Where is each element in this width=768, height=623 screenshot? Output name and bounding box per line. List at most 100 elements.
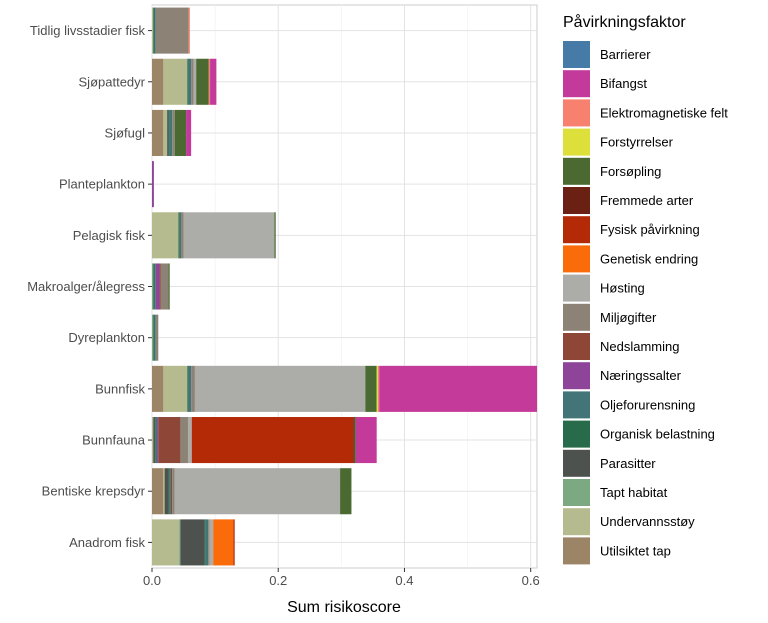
legend-key (563, 99, 590, 127)
bar-segment (187, 365, 189, 412)
x-tick-label: 0.0 (143, 573, 161, 588)
y-tick-label: Sjøfugl (105, 125, 146, 140)
y-tick-label: Planteplankton (59, 177, 145, 192)
bar-segment (168, 468, 170, 515)
y-tick-label: Tidlig livsstadier fisk (30, 23, 146, 38)
legend-key (563, 274, 590, 302)
legend-key (563, 537, 590, 565)
bars-group (152, 7, 537, 566)
legend-label: Næringssalter (600, 368, 682, 383)
bar-segment (155, 263, 160, 310)
bar-segment (183, 212, 275, 259)
legend-key (563, 333, 590, 360)
bar-segment (169, 468, 171, 515)
legend-key (563, 70, 590, 98)
legend-key (563, 303, 590, 331)
bar-segment (193, 58, 197, 105)
bar-segment (191, 417, 354, 464)
bar-segment (188, 365, 192, 412)
bar-segment (154, 7, 156, 54)
legend-label: Utilsiktet tap (600, 543, 671, 558)
legend-label: Forstyrrelser (600, 135, 674, 150)
legend-key (563, 449, 590, 477)
bar-segment (353, 417, 355, 464)
bar-segment (155, 314, 159, 361)
bar-segment (153, 263, 155, 310)
bar-segment (163, 468, 165, 515)
bar-segment (181, 212, 184, 259)
bar-segment (340, 468, 352, 515)
bar-segment (164, 468, 169, 515)
legend-key (563, 41, 590, 68)
y-tick-label: Makroalger/ålegress (27, 279, 145, 294)
bar-segment (379, 365, 537, 412)
y-tick-label: Pelagisk fisk (73, 228, 146, 243)
bar-segment (170, 468, 173, 515)
legend-label: Genetisk endring (600, 251, 698, 266)
bar-segment (168, 263, 170, 310)
bar-segment (187, 417, 192, 464)
bar-segment (155, 7, 189, 54)
bar-segment (155, 417, 158, 464)
bar-segment (154, 314, 156, 361)
bar-segment (152, 417, 154, 464)
legend-title: Påvirkningsfaktor (563, 13, 686, 31)
legend-label: Miljøgifter (600, 310, 657, 325)
bar-segment (191, 365, 195, 412)
legend-key (563, 216, 590, 244)
bar-segment (204, 519, 206, 566)
bar-segment (233, 519, 235, 566)
bar-segment (179, 212, 182, 259)
bar-segment (187, 58, 189, 105)
bar-segment (208, 519, 210, 566)
bar-segment (213, 519, 234, 566)
legend-label: Oljeforurensning (600, 397, 695, 412)
legend-label: Høsting (600, 281, 645, 296)
legend-label: Fremmede arter (600, 193, 694, 208)
y-tick-label: Dyreplankton (68, 330, 145, 345)
bar-segment (152, 58, 164, 105)
legend-key (563, 420, 590, 448)
bar-segment (179, 519, 181, 566)
bar-segment (152, 519, 180, 566)
bar-segment (188, 58, 192, 105)
legend-label: Forsøpling (600, 164, 661, 179)
y-tick-labels: Tidlig livsstadier fisk Sjøpattedyr Sjøfug… (27, 23, 152, 550)
bar-segment (154, 263, 156, 310)
bar-segment (152, 365, 164, 412)
legend: Barrierer Bifangst Elektromagnetiske felt F… (563, 41, 728, 565)
bar-segment (191, 58, 194, 105)
bar-segment (153, 417, 155, 464)
bar-segment (188, 7, 190, 54)
y-tick-label: Bentiske krepsdyr (42, 484, 146, 499)
bar-segment (152, 109, 164, 156)
bar-segment (169, 109, 173, 156)
bar-segment (160, 263, 169, 310)
legend-label: Elektromagnetiske felt (600, 105, 728, 120)
bar-segment (158, 417, 181, 464)
bar-segment (153, 7, 155, 54)
bar-segment (205, 519, 209, 566)
legend-key (563, 157, 590, 185)
legend-label: Bifangst (600, 76, 647, 91)
bar-segment (174, 468, 341, 515)
x-tick-label: 0.6 (522, 573, 540, 588)
bar-segment (180, 417, 188, 464)
bar-segment (153, 314, 155, 361)
x-tick-label: 0.2 (269, 573, 287, 588)
bar-segment (163, 109, 168, 156)
bar-segment (163, 58, 188, 105)
bar-segment (196, 58, 209, 105)
legend-label: Fysisk påvirkning (600, 222, 700, 237)
legend-key (563, 187, 590, 214)
bar-segment (365, 365, 377, 412)
bar-segment (167, 109, 169, 156)
x-tick-labels: 0.0 0.2 0.4 0.6 (143, 568, 540, 588)
bar-segment (186, 109, 192, 156)
legend-label: Barrierer (600, 47, 651, 62)
bar-segment (208, 58, 211, 105)
x-tick-label: 0.4 (395, 573, 413, 588)
y-tick-label: Bunnfauna (82, 433, 146, 448)
bar-segment (152, 161, 154, 208)
legend-label: Nedslamming (600, 339, 679, 354)
